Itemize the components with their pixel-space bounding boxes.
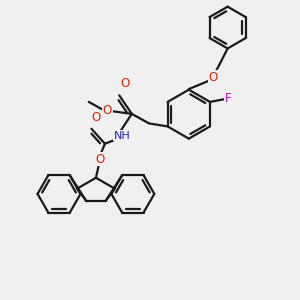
Text: NH: NH: [114, 131, 130, 141]
Text: O: O: [209, 71, 218, 84]
Text: F: F: [225, 92, 231, 105]
Text: O: O: [95, 153, 104, 166]
Text: O: O: [121, 77, 130, 90]
Text: O: O: [91, 111, 101, 124]
Text: O: O: [103, 104, 112, 117]
